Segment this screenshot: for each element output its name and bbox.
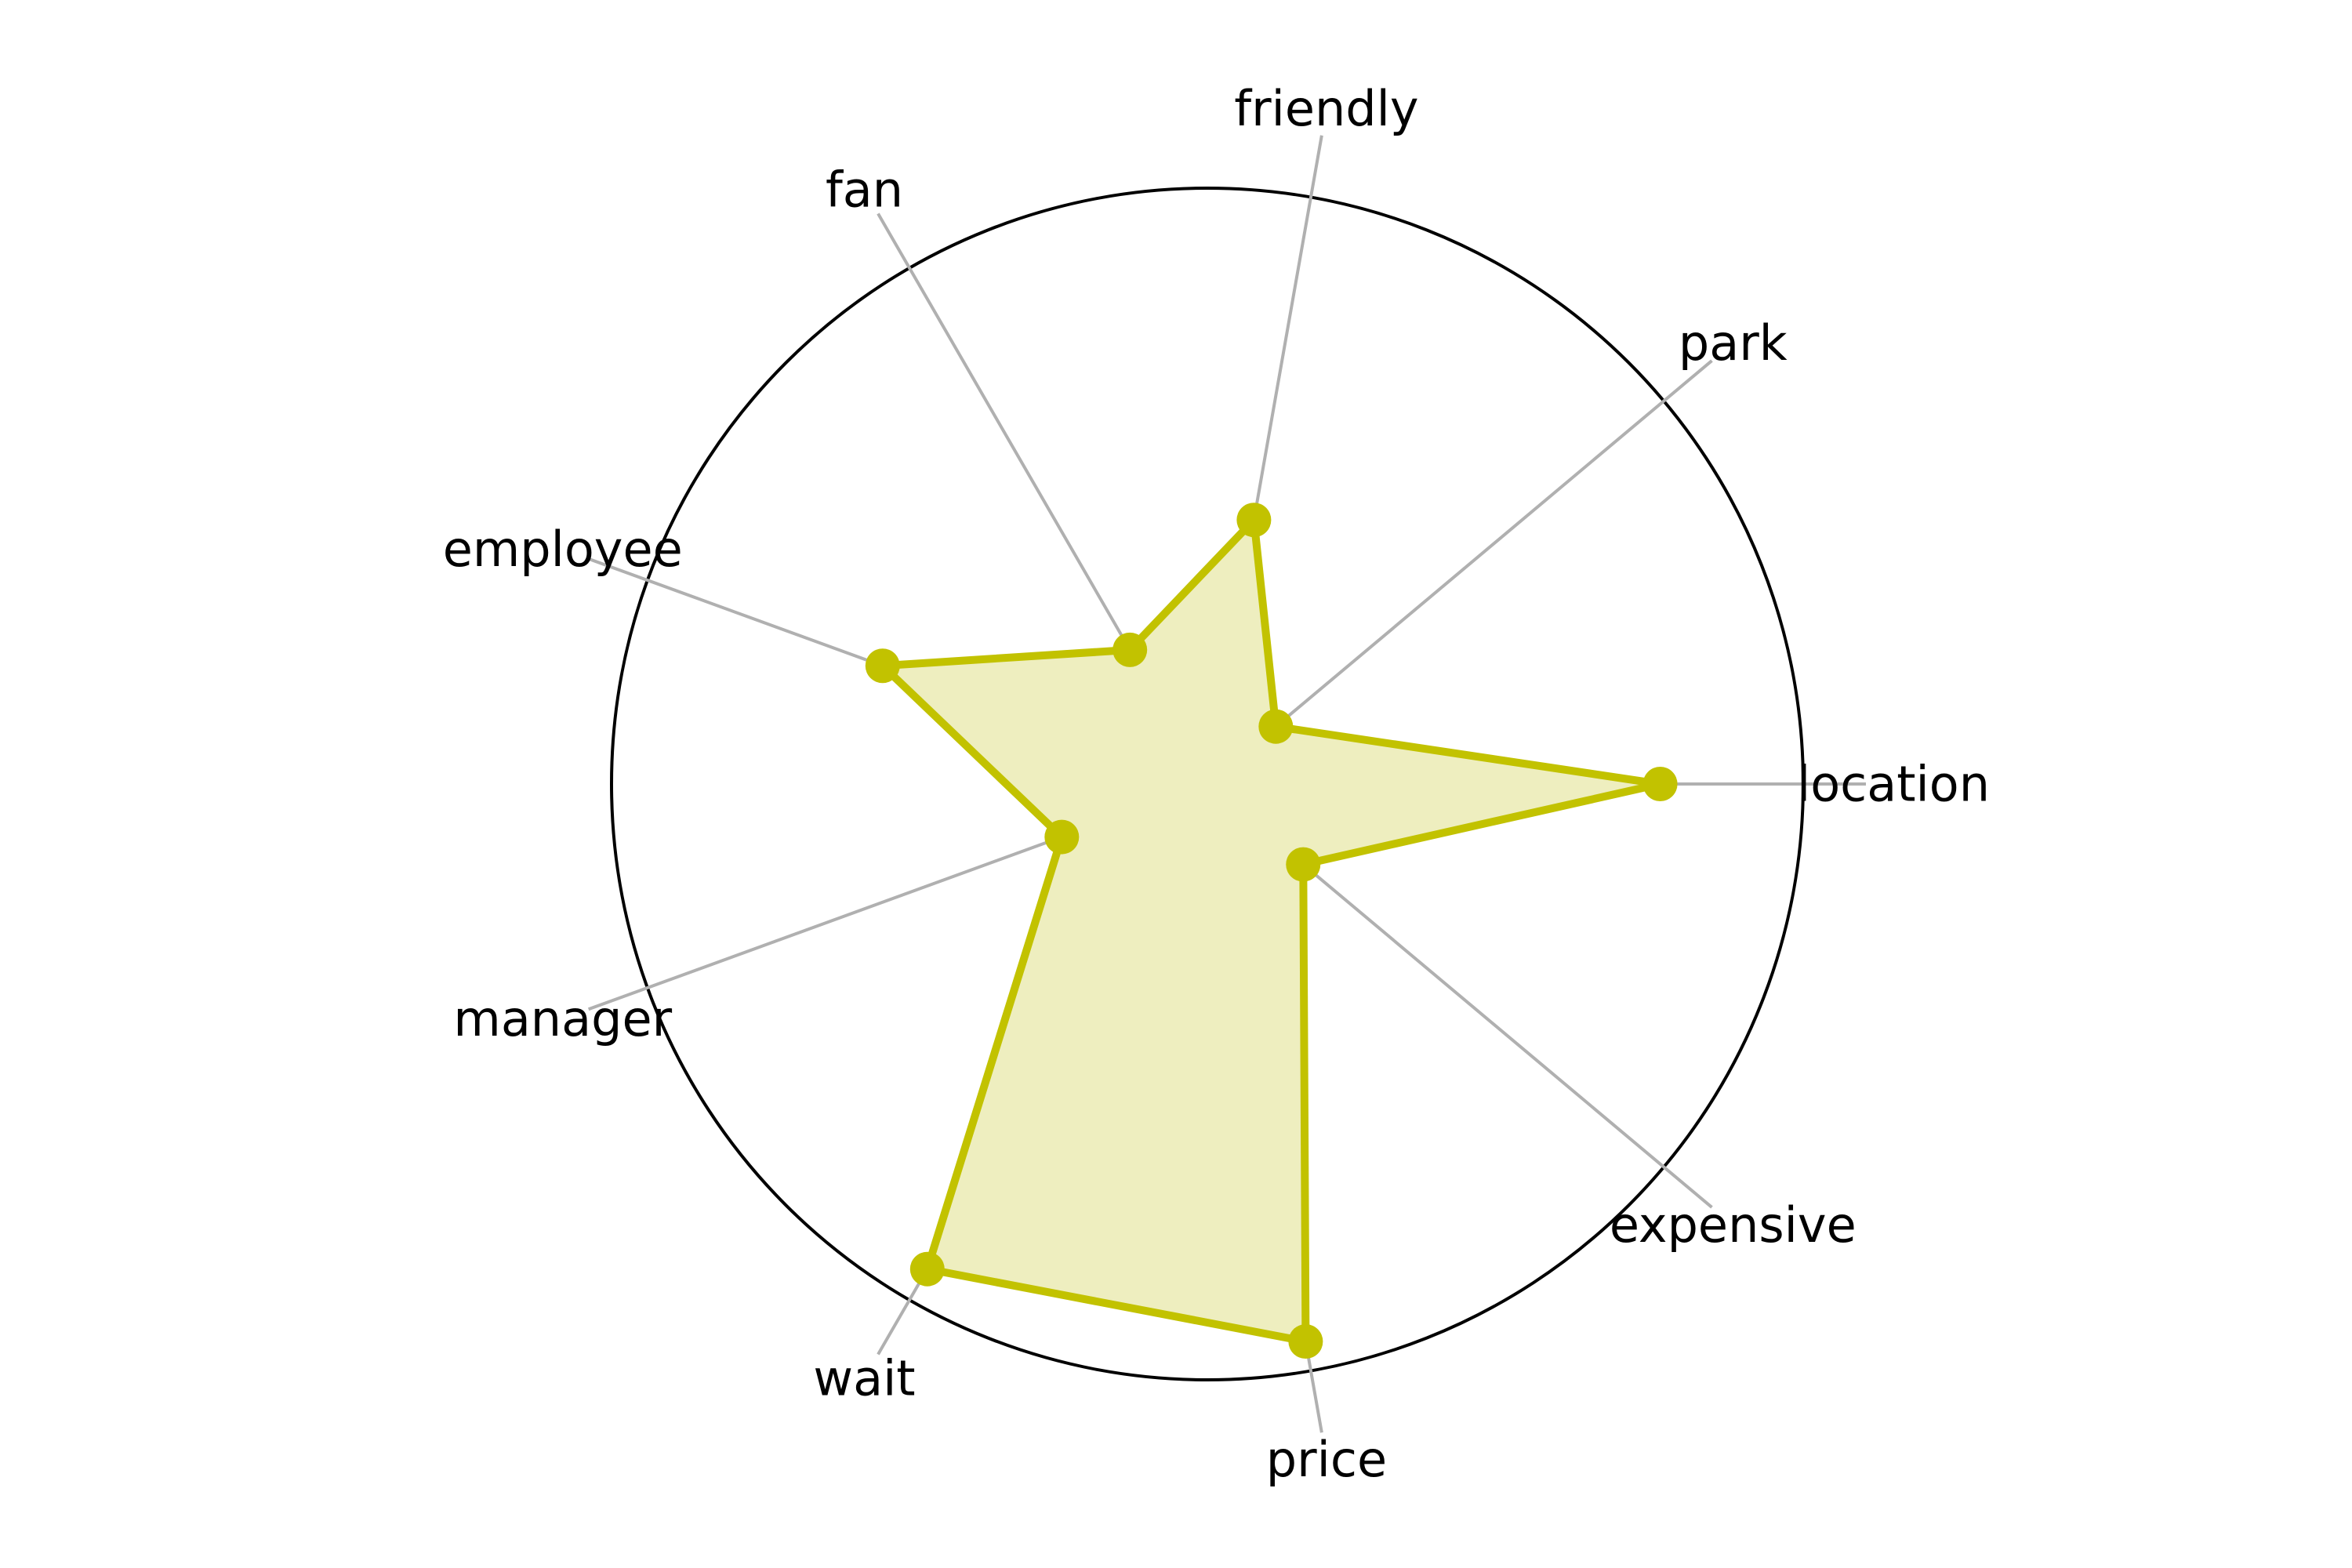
axis-label-expensive: expensive bbox=[1610, 1196, 1857, 1254]
data-point-manager bbox=[1044, 819, 1080, 855]
axis-label-fan: fan bbox=[826, 162, 903, 219]
data-point-price bbox=[1288, 1324, 1323, 1359]
data-point-expensive bbox=[1286, 847, 1321, 882]
axis-label-friendly: friendly bbox=[1234, 80, 1418, 137]
data-point-employee bbox=[865, 648, 900, 684]
axis-label-price: price bbox=[1266, 1431, 1387, 1488]
series-area bbox=[873, 510, 1661, 1347]
axis-labels-group: location park friendly fan employee manager wa… bbox=[443, 80, 1990, 1488]
axis-label-manager: manager bbox=[453, 990, 672, 1047]
data-point-location bbox=[1642, 767, 1678, 801]
axis-label-employee: employee bbox=[443, 521, 683, 578]
markers-group bbox=[865, 503, 1678, 1359]
data-point-wait bbox=[909, 1251, 945, 1287]
data-point-park bbox=[1258, 709, 1294, 744]
data-point-friendly bbox=[1236, 503, 1272, 538]
spoke-park bbox=[1206, 359, 1713, 786]
axis-label-wait: wait bbox=[813, 1349, 915, 1406]
axis-label-location: location bbox=[1797, 756, 1990, 813]
axis-label-park: park bbox=[1679, 314, 1788, 372]
data-point-fan bbox=[1112, 632, 1148, 667]
